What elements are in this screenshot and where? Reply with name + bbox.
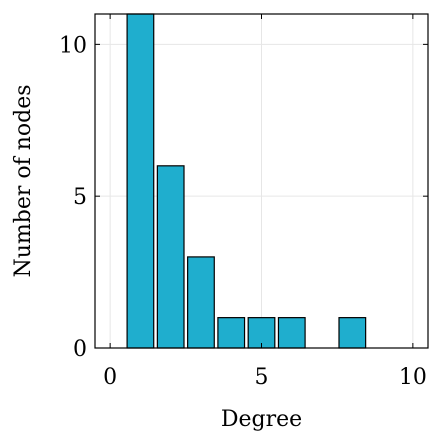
x-tick-label-1: 5	[255, 365, 269, 390]
x-tick-labels: 0 5 10	[103, 365, 427, 390]
y-tick-label-1: 5	[73, 185, 87, 210]
bar-degree-4	[217, 317, 246, 349]
bar-degree-1	[126, 13, 155, 349]
x-tick-label-2: 10	[399, 365, 427, 390]
tick-marks	[95, 14, 428, 349]
y-tick-label-2: 10	[59, 33, 87, 58]
y-axis-label: Number of nodes	[11, 84, 36, 277]
bar-degree-6	[277, 317, 306, 349]
bar-degree-8	[338, 317, 367, 349]
x-tick-label-0: 0	[103, 365, 117, 390]
x-axis-label: Degree	[221, 407, 302, 432]
bar-degree-3	[187, 256, 215, 349]
bar-degree-2	[156, 165, 185, 349]
bars	[126, 13, 367, 349]
y-tick-label-0: 0	[73, 337, 87, 362]
y-tick-labels: 0 5 10	[59, 33, 87, 362]
